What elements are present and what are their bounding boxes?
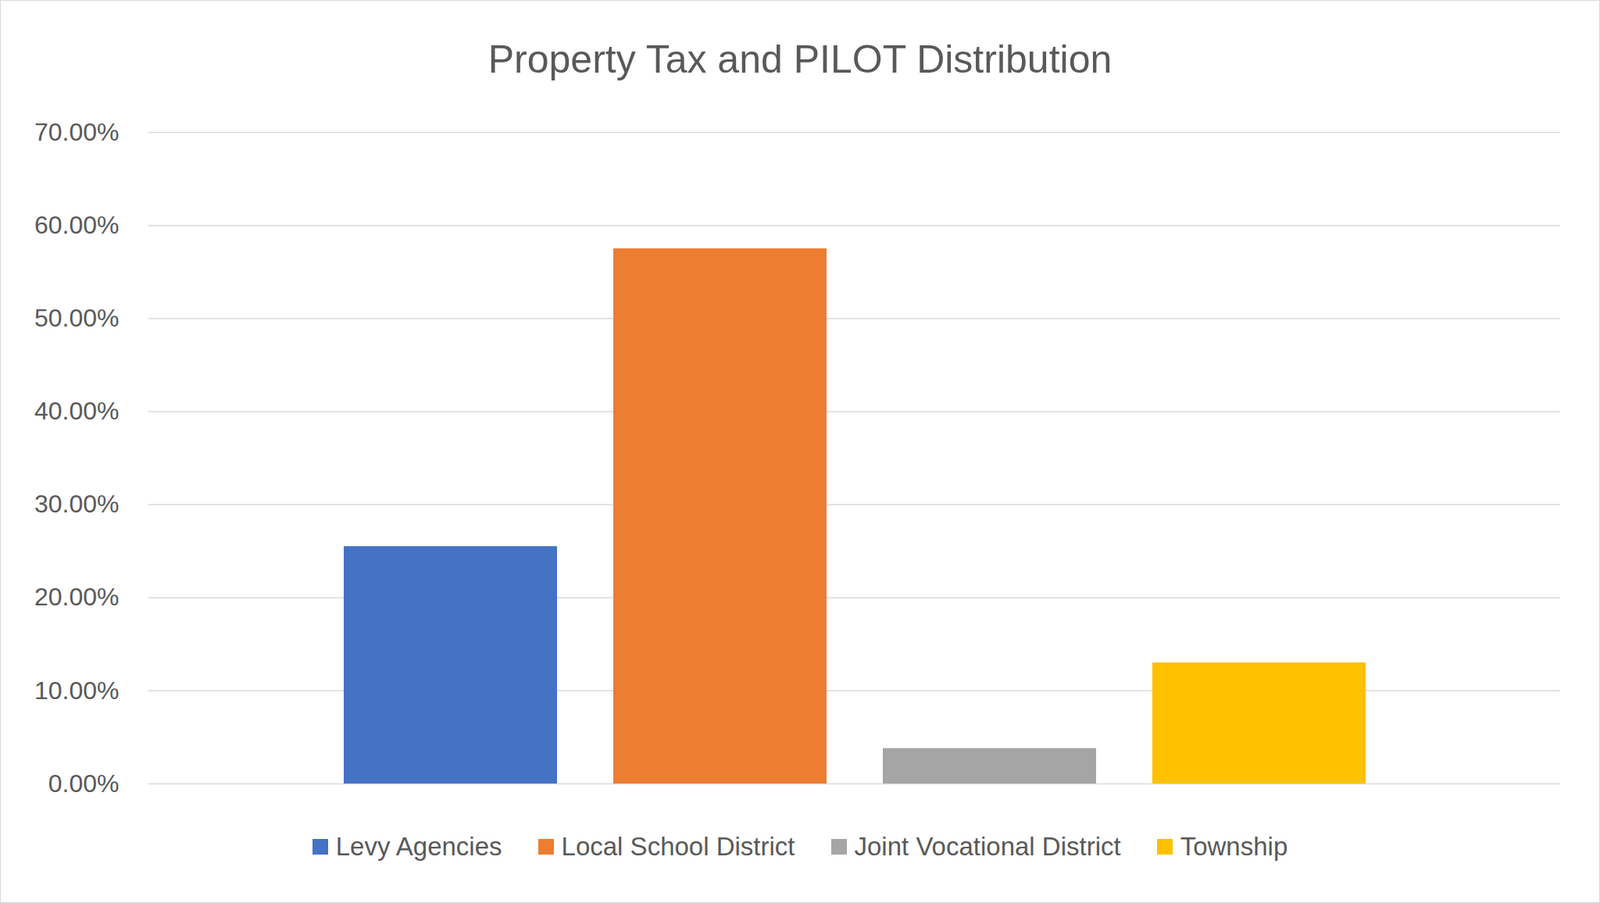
svg-text:70.00%: 70.00% bbox=[34, 117, 120, 147]
svg-text:20.00%: 20.00% bbox=[34, 582, 120, 611]
html-text:Property Tax and PILOT Distrib: Property Tax and PILOT Distribution bbox=[488, 37, 1112, 82]
html-text:Township: Township bbox=[1180, 832, 1288, 861]
svg-text:30.00%: 30.00% bbox=[34, 489, 120, 518]
svg-text:50.00%: 50.00% bbox=[34, 303, 120, 333]
svg-text:60.00%: 60.00% bbox=[34, 210, 120, 240]
html-text:Local School District: Local School District bbox=[561, 832, 795, 861]
svg-text:0.00%: 0.00% bbox=[48, 769, 120, 798]
html-text:Levy Agencies: Levy Agencies bbox=[335, 832, 503, 861]
html-text:Joint Vocational District: Joint Vocational District bbox=[854, 832, 1121, 861]
svg-text:10.00%: 10.00% bbox=[34, 676, 120, 705]
svg-text:40.00%: 40.00% bbox=[34, 396, 120, 425]
